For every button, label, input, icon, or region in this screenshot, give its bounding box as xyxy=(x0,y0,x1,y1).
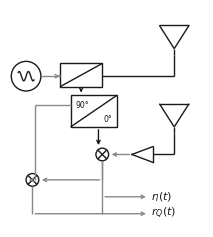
Bar xyxy=(60,64,102,87)
Text: $r_I(t)$: $r_I(t)$ xyxy=(151,190,172,204)
Text: 90°: 90° xyxy=(76,100,89,109)
Text: $r_Q(t)$: $r_Q(t)$ xyxy=(151,206,176,221)
Text: 0°: 0° xyxy=(103,115,112,124)
Bar xyxy=(71,95,117,127)
